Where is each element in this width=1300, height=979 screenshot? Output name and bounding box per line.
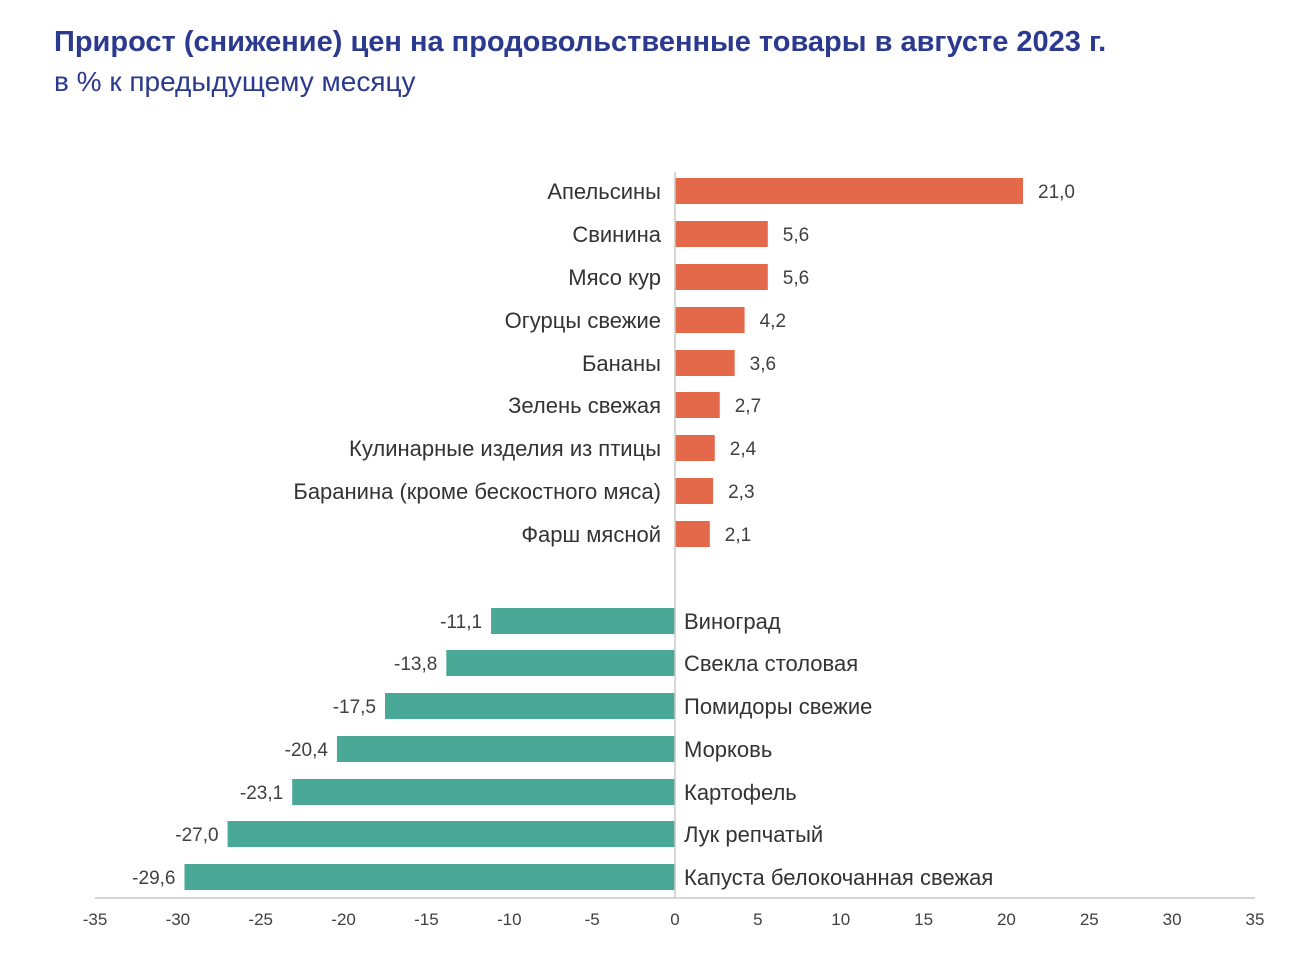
category-label: Помидоры свежие [684,694,872,719]
category-label: Картофель [684,780,797,805]
chart-title: Прирост (снижение) цен на продовольствен… [54,26,1107,58]
bar [446,650,675,676]
x-tick-label: -35 [83,910,108,929]
bar [227,821,676,847]
category-label: Мясо кур [568,265,661,290]
data-label: 4,2 [760,311,786,332]
bar [675,178,1023,204]
bar [675,435,715,461]
data-label: -29,6 [132,868,175,889]
bar [292,779,675,805]
category-label: Лук репчатый [684,822,823,847]
bar [675,478,714,504]
data-label: -20,4 [285,740,329,761]
data-label: 5,6 [783,268,809,289]
x-tick-label: 30 [1163,910,1182,929]
bar [675,521,710,547]
data-label: -11,1 [440,612,482,633]
x-tick-label: 25 [1080,910,1099,929]
bar [491,608,675,634]
data-label: 2,4 [730,439,757,460]
data-label: 3,6 [750,354,776,375]
category-label: Свекла столовая [684,651,858,676]
chart-subtitle: в % к предыдущему месяцу [54,66,416,97]
category-label: Зелень свежая [508,393,661,418]
data-label: -23,1 [240,783,283,804]
category-label: Фарш мясной [521,522,661,547]
x-tick-label: 20 [997,910,1016,929]
category-label: Кулинарные изделия из птицы [349,436,661,461]
data-label: -17,5 [333,697,376,718]
x-tick-label: 5 [753,910,762,929]
x-tick-label: -10 [497,910,522,929]
x-tick-label: -25 [248,910,273,929]
bar [385,693,675,719]
data-label: 2,1 [725,525,751,546]
category-label: Морковь [684,737,772,762]
data-label: 21,0 [1038,182,1075,203]
data-label: 2,3 [728,482,754,503]
bar [675,392,720,418]
x-tick-label: 15 [914,910,933,929]
bar [675,221,768,247]
category-label: Баранина (кроме бескостного мяса) [293,479,661,504]
x-tick-label: 0 [670,910,679,929]
x-tick-label: -15 [414,910,439,929]
data-label: 2,7 [735,396,761,417]
category-label: Виноград [684,609,781,634]
bar [184,864,675,890]
bar [675,350,735,376]
bar [675,264,768,290]
data-label: 5,6 [783,225,809,246]
data-label: -13,8 [394,654,437,675]
x-tick-label: -20 [331,910,356,929]
x-tick-label: -30 [166,910,191,929]
category-label: Бананы [582,351,661,376]
category-label: Огурцы свежие [505,308,661,333]
x-tick-label: 10 [831,910,850,929]
x-tick-label: 35 [1246,910,1265,929]
category-label: Капуста белокочанная свежая [684,865,993,890]
data-label: -27,0 [175,825,218,846]
bar [336,736,675,762]
category-label: Свинина [572,222,661,247]
bar [675,307,745,333]
x-tick-label: -5 [585,910,600,929]
category-label: Апельсины [547,179,661,204]
